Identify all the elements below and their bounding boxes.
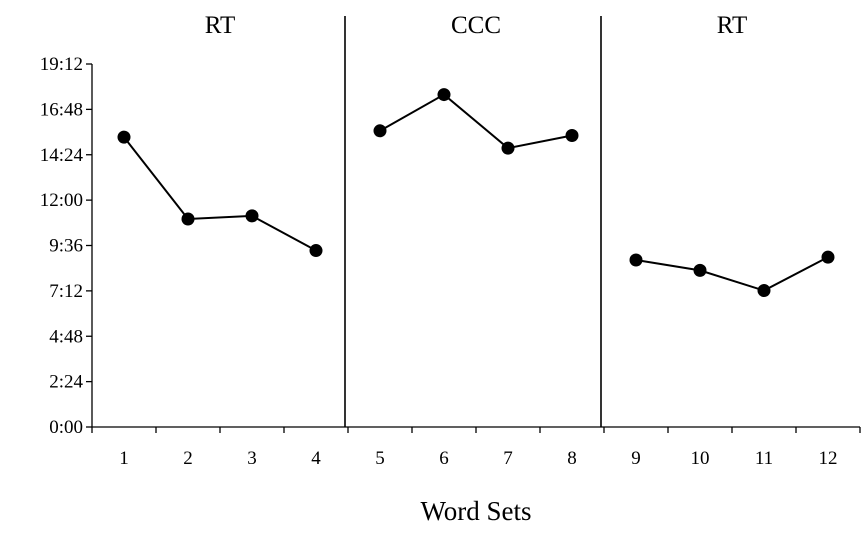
y-tick-label: 0:00 [49,417,83,438]
x-axis-title: Word Sets [420,496,531,526]
phase-label: CCC [451,12,501,39]
data-point [501,141,515,155]
series-line [123,136,317,252]
data-point [565,129,579,143]
data-point [181,212,195,226]
phase-label: RT [717,12,747,39]
phase-labels: RT CCC RT [205,12,747,39]
y-tick-label: 7:12 [49,281,83,302]
data-point [373,124,387,138]
y-tick-label: 14:24 [40,145,84,166]
y-tick-label: 19:12 [40,54,83,75]
data-point [693,263,707,277]
data-series [117,88,835,298]
series-line [379,93,573,150]
x-tick-label: 9 [631,448,641,469]
x-tick-label: 2 [183,448,193,469]
phase-label: RT [205,12,235,39]
y-tick-label: 2:24 [49,372,83,393]
data-point [437,88,451,102]
x-tick-label: 11 [755,448,773,469]
x-axis: 1 2 3 4 5 6 7 8 9 10 11 12 [91,426,861,469]
data-point [757,284,771,298]
data-point [821,250,835,264]
y-tick-label: 16:48 [40,99,83,120]
x-tick-label: 8 [567,448,577,469]
x-tick-label: 3 [247,448,257,469]
data-point [117,130,131,144]
series-line [635,256,829,292]
x-tick-label: 5 [375,448,385,469]
phase-change-lines [344,16,602,427]
y-axis: 0:00 2:24 4:48 7:12 9:36 12:00 14:24 16:48 19:12 [40,54,93,438]
y-tick-label: 12:00 [40,190,83,211]
y-tick-label: 4:48 [49,326,83,347]
data-point [309,244,323,258]
x-tick-label: 1 [119,448,129,469]
data-point [245,209,259,223]
data-point [629,253,643,267]
x-tick-label: 4 [311,448,321,469]
y-tick-label: 9:36 [49,236,83,257]
x-tick-label: 12 [819,448,838,469]
x-tick-label: 7 [503,448,513,469]
x-tick-label: 6 [439,448,449,469]
x-tick-label: 10 [691,448,710,469]
